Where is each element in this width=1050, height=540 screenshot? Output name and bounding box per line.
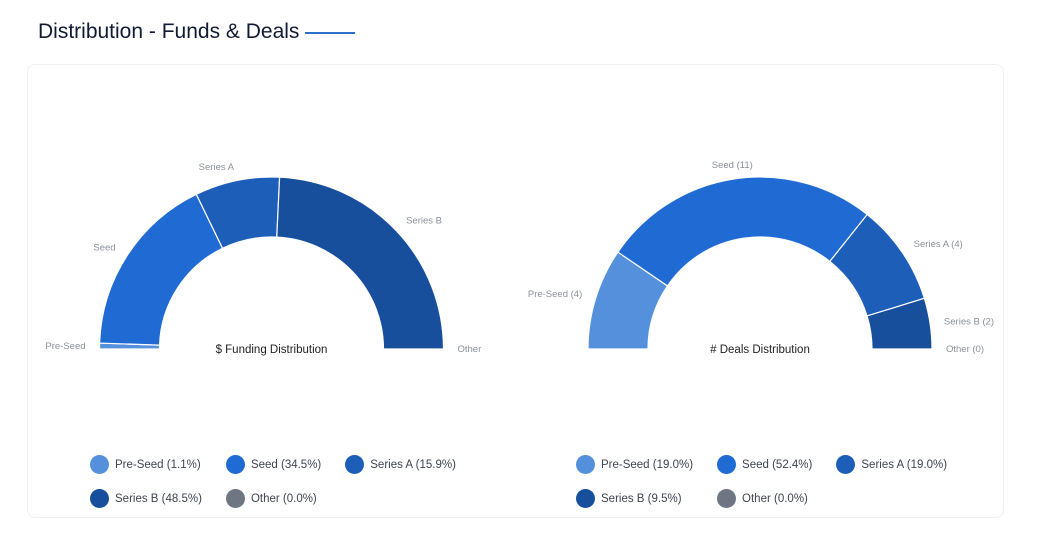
legend-swatch [717,489,737,508]
legend-swatch [225,489,245,508]
center-label: # Deals Distribution [710,344,810,356]
title-underline [305,32,356,34]
legend-swatch [90,455,109,474]
legend-label: Series A (15.9%) [370,458,456,471]
slice-label: Seed (11) [712,160,753,171]
legend-item[interactable]: Series B (48.5%) [90,489,202,508]
legend-item[interactable]: Other (0.0%) [225,489,321,508]
legend-label: Seed (52.4%) [742,458,813,471]
slice-label: Series A [199,162,235,173]
legend-swatch [90,489,109,508]
legend-item[interactable]: Series B (9.5%) [576,489,693,508]
slice-label: Series B [406,216,442,227]
legend-item[interactable]: Seed (34.5%) [225,455,322,474]
slice-seed[interactable] [617,176,869,287]
legend-item[interactable]: Other (0.0%) [717,489,812,508]
legend-swatch [576,455,595,474]
legend-label: Other (0.0%) [250,492,317,505]
slice-series-b[interactable] [866,297,933,350]
legend-item[interactable]: Pre-Seed (1.1%) [90,455,202,474]
legend-item[interactable]: Series A (19.0%) [836,455,947,474]
section-title: Distribution - Funds & Deals [38,20,356,44]
legend-swatch [836,455,856,474]
legend-swatch [576,489,595,508]
legend-label: Seed (34.5%) [250,458,322,471]
legend-swatch [345,455,365,474]
slice-label: Other [458,344,482,355]
legend-label: Series B (48.5%) [115,492,202,505]
slice-label: Other (0) [946,344,984,355]
legend-label: Series A (19.0%) [861,458,948,471]
legend-item[interactable]: Series A (15.9%) [345,455,456,474]
legend-label: Pre-Seed (1.1%) [115,458,201,471]
legend-swatch [225,455,245,474]
section-title-text: Distribution - Funds & Deals [38,20,300,43]
legend-label: Series B (9.5%) [601,492,682,505]
slice-label: Pre-Seed (4) [528,289,582,300]
slice-series-b[interactable] [276,176,445,350]
funding-legend: Pre-Seed (1.1%) Seed (34.5%) Series A (15.… [90,455,456,508]
legend-swatch [717,455,737,474]
distribution-card [27,64,1004,518]
slice-label: Series B (2) [944,316,994,327]
legend-label: Other (0.0%) [742,492,808,505]
slice-seed[interactable] [98,193,224,346]
deals-legend: Pre-Seed (19.0%) Seed (52.4%) Series A (19… [576,455,947,508]
slice-label: Pre-Seed [45,341,85,352]
slice-label: Series A (4) [914,239,963,250]
center-label: $ Funding Distribution [216,344,328,356]
legend-label: Pre-Seed (19.0%) [601,458,694,471]
slice-label: Seed [93,243,115,254]
legend-item[interactable]: Pre-Seed (19.0%) [576,455,693,474]
legend-item[interactable]: Seed (52.4%) [717,455,812,474]
